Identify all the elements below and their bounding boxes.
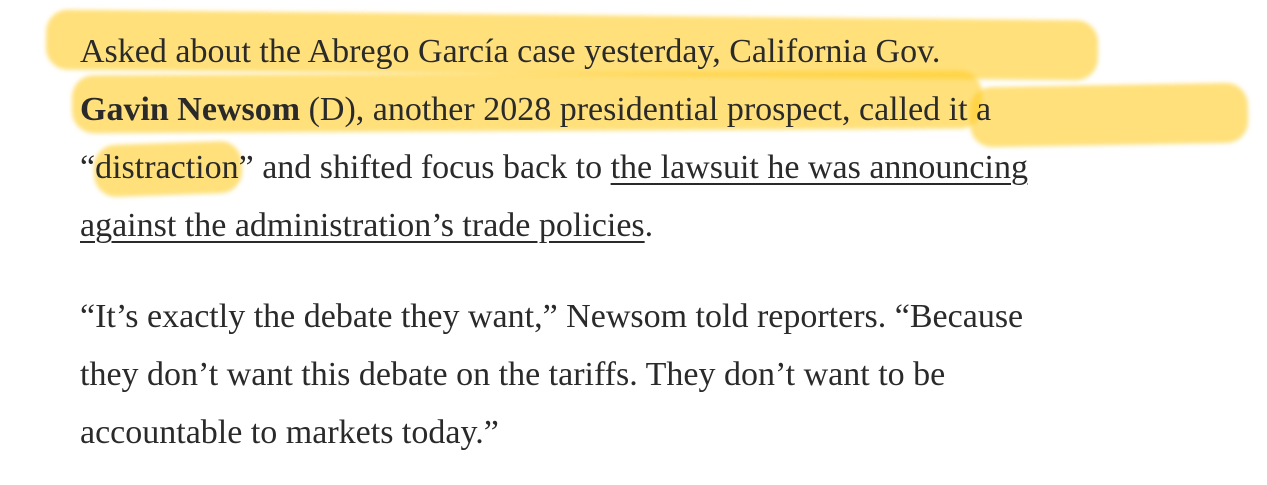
paragraph-1-line-2: Gavin Newsom (D), another 2028 president… [80,81,1240,139]
paragraph-newsom-distraction: Asked about the Abrego García case yeste… [45,9,1249,255]
paragraph-1-text-2: (D), another 2028 presidential prospect,… [300,91,992,128]
paragraph-1-text-3: “distraction” and shifted focus back to [80,149,611,186]
lawsuit-link-part-1[interactable]: the lawsuit he was announcing [610,149,1028,186]
person-name-bold: Gavin Newsom [80,91,301,128]
paragraph-1-line-4: against the administration’s trade polic… [80,197,1240,255]
highlight-mark-line-2-end [969,82,1249,148]
paragraph-newsom-quote: “It’s exactly the debate they want,” New… [80,288,1240,462]
article-body: Asked about the Abrego García case yeste… [45,9,1249,462]
paragraph-2-text-1: “It’s exactly the debate they want,” New… [80,298,1024,335]
lawsuit-link-part-2[interactable]: against the administration’s trade polic… [80,207,645,244]
paragraph-2-line-2: they don’t want this debate on the tarif… [80,346,1240,404]
paragraph-1-line-1: Asked about the Abrego García case yeste… [80,23,1240,81]
paragraph-1-line-3: “distraction” and shifted focus back to … [80,139,1240,197]
paragraph-2-line-3: accountable to markets today.” [80,404,1240,462]
paragraph-2-text-3: accountable to markets today.” [80,414,499,451]
paragraph-2-text-2: they don’t want this debate on the tarif… [80,356,946,393]
paragraph-1-period: . [644,207,654,244]
paragraph-2-line-1: “It’s exactly the debate they want,” New… [80,288,1240,346]
paragraph-1-text-1: Asked about the Abrego García case yeste… [80,33,941,70]
